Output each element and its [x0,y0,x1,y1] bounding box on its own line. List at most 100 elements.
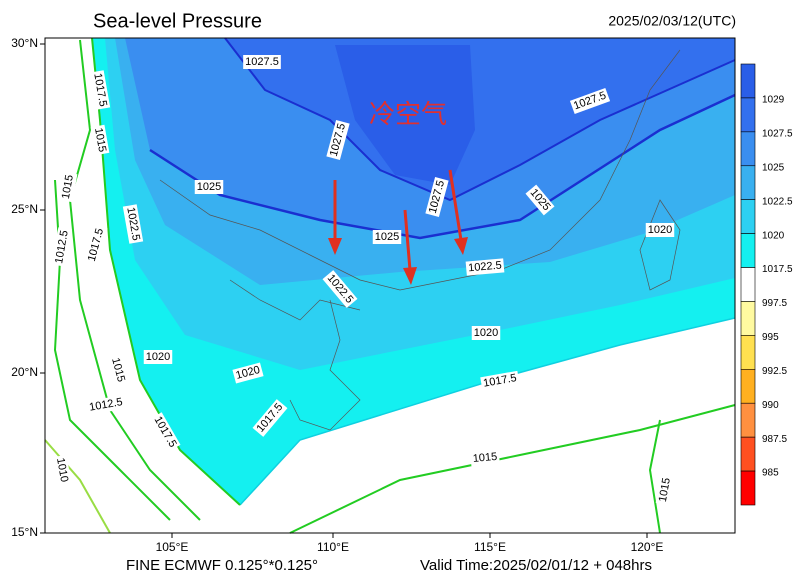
contour-label-text: 1015 [657,477,673,503]
isobar [68,39,201,521]
lon-label: 105°E [156,540,189,554]
contour-label: 1015 [107,354,129,386]
contour-label-text: 1017.5 [482,372,517,390]
colorbar-label: 985 [762,468,779,479]
isobar [44,439,111,534]
contour-label-bg [84,225,108,265]
colorbar-label: 1025 [762,162,785,173]
contour-label: 1025 [372,230,402,244]
isobar [648,419,661,534]
colorbar-label: 990 [762,400,779,411]
contour-label: 1012.5 [51,227,73,267]
contour-label-bg [194,180,224,194]
colorbar-label: 1029 [762,95,785,106]
isobar [149,93,736,240]
colorbar-box [740,335,756,370]
title: Sea-level Pressure [93,10,262,32]
colorbar-box [740,63,756,99]
contour-label: 1025 [194,180,224,194]
contour-label: 1015 [58,171,78,203]
borders [159,49,681,431]
contour-label: 1015 [470,449,500,467]
colorbar-label: 1022.5 [762,196,793,207]
contour-label-bg [122,204,144,244]
contour-label-bg [143,350,173,364]
lat-label: 30°N [11,36,38,50]
contour-label-text: 1020 [648,224,672,236]
field [335,45,475,185]
contour-label: 1010 [52,454,72,486]
contour-label-text: 1025 [375,231,399,243]
colorbar-label: 1017.5 [762,264,793,275]
contour-label-bg [90,124,110,156]
contour-label: 1015 [90,124,110,156]
colorbar-box [740,436,756,472]
contour-label-bg [470,449,500,467]
contour-label-bg [58,171,78,203]
lon-label: 110°E [317,540,349,554]
contour-label-bg [471,326,501,340]
contour-label-bg [322,270,358,308]
lat-label: 25°N [11,202,38,216]
contour-label-text: 1017.5 [91,72,109,107]
contour-label: 1020 [471,326,501,340]
lon-label: 115°E [474,540,506,554]
contour-label-text: 1020 [474,327,498,339]
contour-label-text: 1022.5 [124,206,142,241]
colorbar-box [740,131,756,167]
contour-label-bg [569,87,611,115]
contour-label: 1022.5 [465,258,505,276]
lat-label: 20°N [11,365,38,379]
frame [44,37,736,534]
contour-label-bg [86,394,126,416]
contour-label-bg [465,258,505,276]
contour-label-text: 1022.5 [468,259,503,274]
annotation: 冷空气 [369,99,447,129]
colorbar-label: 992.5 [762,366,787,377]
contour-label-text: 1015 [472,451,497,465]
colorbar-label: 1027.5 [762,128,793,139]
footer-valid: Valid Time:2025/02/01/12 + 048hrs [420,557,652,574]
contour-label-bg [525,184,555,216]
colorbar-box [740,233,756,268]
colorbar-box [740,199,756,234]
axes: 30°N 25°N 20°N 15°N 105°E 110°E 115°E 120°E [11,36,663,554]
colorbar-label: 987.5 [762,434,787,445]
contour-label: 1015 [655,474,675,506]
contour-label-text: 1025 [197,181,221,193]
contour-label-bg [232,362,264,384]
contour-label-bg [425,177,449,217]
contour-label-text: 1012.5 [53,229,71,264]
contour-label: 1020 [232,362,264,384]
contour-label: 1017.5 [480,370,520,392]
contour-label-text: 1015 [60,174,76,200]
footer-model: FINE ECMWF 0.125°*0.125° [126,557,318,574]
colorbar-label: 995 [762,332,779,343]
time: 2025/02/03/12(UTC) [608,13,736,29]
contour-label-bg [51,227,73,267]
isobar [289,404,736,534]
arrows [328,169,468,285]
lon-label: 120°E [631,540,664,554]
contour-label: 1022.5 [122,204,144,244]
contour-label-bg [655,474,675,506]
colorbar-box [740,301,756,336]
contour-label-bg [372,230,402,244]
contour-label-bg [645,223,675,237]
isobar [224,37,736,202]
contour-label: 1020 [645,223,675,237]
contour-label: 1012.5 [86,394,126,416]
colorbar-box [740,165,756,200]
colorbar-label: 1020 [762,230,785,241]
contour-label-text: 1010 [54,457,70,483]
contours [44,37,736,534]
contour-label-text: 1020 [146,351,170,363]
contour-label-bg [326,120,350,160]
colorbar-box [740,267,756,302]
colorbar-box [740,369,756,404]
colorbar-box [740,402,756,438]
contour-label: 1020 [143,350,173,364]
colorbar-label: 997.5 [762,298,787,309]
